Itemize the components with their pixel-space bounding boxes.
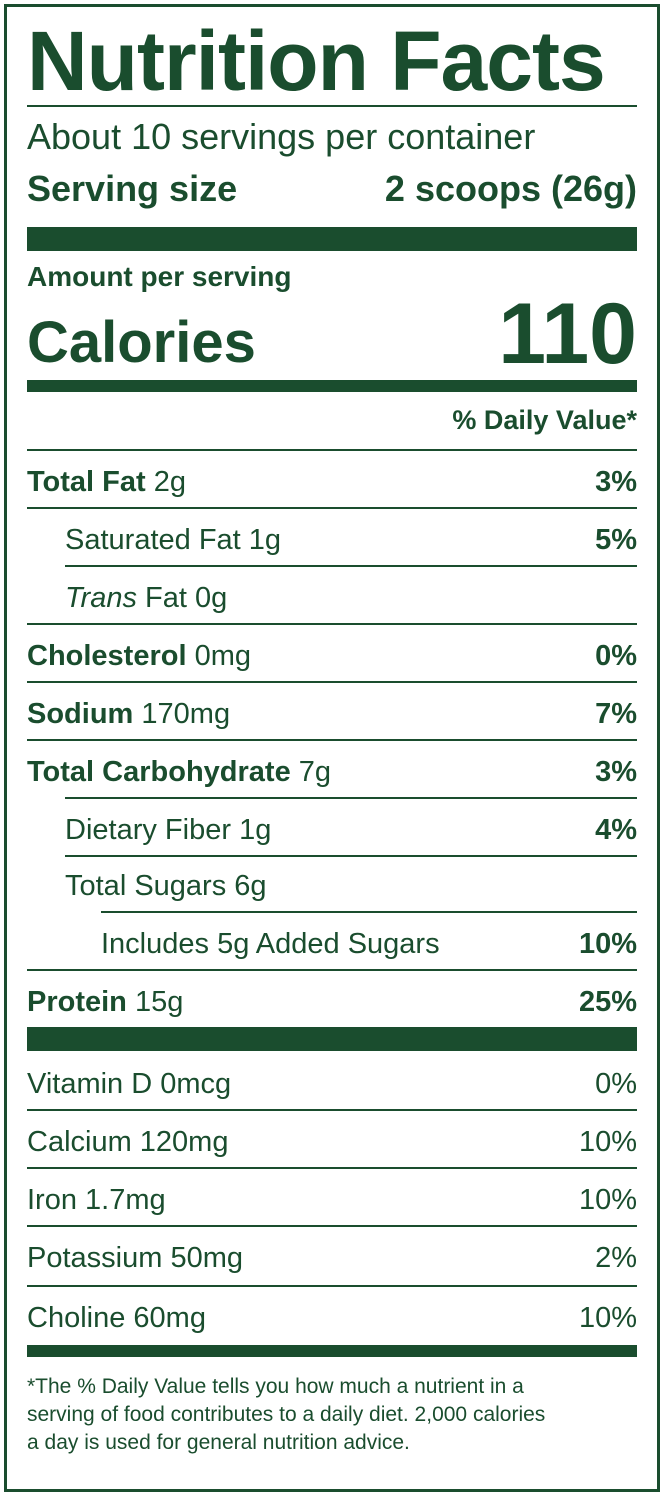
nutrient-dv: 3% xyxy=(595,466,637,498)
amount-per-serving-row: Amount per serving xyxy=(27,261,637,293)
nutrient-name: Total Carbohydrate xyxy=(27,756,291,788)
nutrient-row-total-carbohydrate: Total Carbohydrate 7g 3% xyxy=(27,755,637,789)
footnote-line: *The % Daily Value tells you how much a … xyxy=(27,1375,524,1398)
nutrient-row-sodium: Sodium 170mg 7% xyxy=(27,697,637,731)
nutrient-name-italic: Trans xyxy=(65,582,137,614)
nutrient-dv: 3% xyxy=(595,756,637,788)
divider xyxy=(27,1225,637,1227)
label-title: Nutrition Facts xyxy=(27,14,606,108)
nutrient-dv: 0% xyxy=(595,640,637,672)
nutrient-amount: 6g xyxy=(234,870,267,902)
nutrient-amount: 2g xyxy=(153,466,187,498)
nutrient-name: Total Fat xyxy=(27,466,146,498)
nutrient-name: Includes 5g Added Sugars xyxy=(101,928,440,960)
medium-divider xyxy=(27,1345,637,1357)
nutrient-dv: 25% xyxy=(578,986,637,1018)
divider xyxy=(101,911,637,913)
nutrient-row-protein: Protein 15g 25% xyxy=(27,985,637,1019)
thick-divider xyxy=(27,1027,637,1051)
nutrient-name: Saturated Fat xyxy=(65,524,241,556)
vitamin-name: Potassium 50mg xyxy=(27,1242,243,1274)
nutrient-name: Cholesterol xyxy=(27,640,187,672)
divider xyxy=(27,1109,637,1111)
nutrient-row-total-fat: Total Fat 2g 3% xyxy=(27,465,637,499)
amount-per-serving: Amount per serving xyxy=(27,261,292,292)
nutrient-row-cholesterol: Cholesterol 0mg 0% xyxy=(27,639,637,673)
vitamin-name: Calcium 120mg xyxy=(27,1126,229,1158)
divider xyxy=(65,565,637,567)
serving-size-label: Serving size xyxy=(27,168,238,209)
nutrient-amount: 7g xyxy=(298,756,332,788)
footnote: *The % Daily Value tells you how much a … xyxy=(27,1373,637,1457)
vitamin-row-potassium: Potassium 50mg 2% xyxy=(27,1241,637,1275)
serving-size-value: 2 scoops (26g) xyxy=(384,168,637,209)
nutrient-amount: 170mg xyxy=(141,698,231,730)
footnote-line: a day is used for general nutrition advi… xyxy=(27,1431,410,1454)
nutrient-dv: 10% xyxy=(578,928,637,960)
nutrient-name: Total Sugars xyxy=(65,870,227,902)
divider xyxy=(27,507,637,509)
nutrient-amount: 1g xyxy=(248,524,282,556)
footnote-line: serving of food contributes to a daily d… xyxy=(27,1403,546,1426)
nutrient-dv: 7% xyxy=(595,698,637,730)
divider xyxy=(27,1167,637,1169)
nutrient-amount: 0mg xyxy=(194,640,252,672)
nutrient-dv: 4% xyxy=(595,814,637,846)
nutrient-name: Fat xyxy=(145,582,187,614)
nutrient-dv: 5% xyxy=(595,524,637,556)
vitamin-dv: 10% xyxy=(578,1184,637,1216)
nutrient-row-saturated-fat: Saturated Fat 1g 5% xyxy=(65,523,637,557)
divider xyxy=(27,681,637,683)
nutrient-row-trans-fat: Trans Fat 0g xyxy=(65,581,637,615)
nutrient-name: Protein xyxy=(27,986,127,1018)
nutrition-facts-label: Nutrition Facts About 10 servings per co… xyxy=(4,4,660,1492)
vitamin-dv: 10% xyxy=(578,1126,637,1158)
divider xyxy=(65,855,637,857)
vitamin-dv: 0% xyxy=(595,1068,637,1100)
vitamin-name: Iron 1.7mg xyxy=(27,1184,166,1216)
divider xyxy=(27,969,637,971)
nutrient-name: Dietary Fiber xyxy=(65,814,231,846)
nutrient-row-added-sugars: Includes 5g Added Sugars 10% xyxy=(101,927,637,961)
medium-divider xyxy=(27,380,637,392)
divider xyxy=(65,797,637,799)
nutrient-row-dietary-fiber: Dietary Fiber 1g 4% xyxy=(65,813,637,847)
divider xyxy=(27,1285,637,1287)
daily-value-header: % Daily Value* xyxy=(452,405,637,435)
divider xyxy=(27,739,637,741)
calories-row: Calories 110 xyxy=(27,289,637,379)
vitamin-row-vitamin-d: Vitamin D 0mcg 0% xyxy=(27,1067,637,1101)
calories-value: 110 xyxy=(498,286,637,382)
thick-divider xyxy=(27,227,637,251)
vitamin-row-choline: Choline 60mg 10% xyxy=(27,1301,637,1335)
nutrient-row-total-sugars: Total Sugars 6g xyxy=(65,869,637,903)
vitamin-dv: 2% xyxy=(595,1242,637,1274)
nutrient-amount: 15g xyxy=(134,986,184,1018)
nutrient-amount: 1g xyxy=(239,814,272,846)
vitamin-dv: 10% xyxy=(578,1302,637,1334)
nutrient-amount: 0g xyxy=(195,582,228,614)
divider xyxy=(27,449,637,451)
vitamin-name: Choline 60mg xyxy=(27,1302,206,1334)
vitamin-name: Vitamin D 0mcg xyxy=(27,1068,232,1100)
servings-per-container: About 10 servings per container xyxy=(27,116,536,157)
vitamin-row-calcium: Calcium 120mg 10% xyxy=(27,1125,637,1159)
serving-size-row: Serving size 2 scoops (26g) xyxy=(27,169,637,209)
daily-value-header-row: % Daily Value* xyxy=(27,404,637,436)
servings-row: About 10 servings per container xyxy=(27,117,637,157)
divider xyxy=(27,105,637,107)
vitamin-row-iron: Iron 1.7mg 10% xyxy=(27,1183,637,1217)
divider xyxy=(27,623,637,625)
calories-label: Calories xyxy=(27,310,256,375)
nutrient-name: Sodium xyxy=(27,698,134,730)
